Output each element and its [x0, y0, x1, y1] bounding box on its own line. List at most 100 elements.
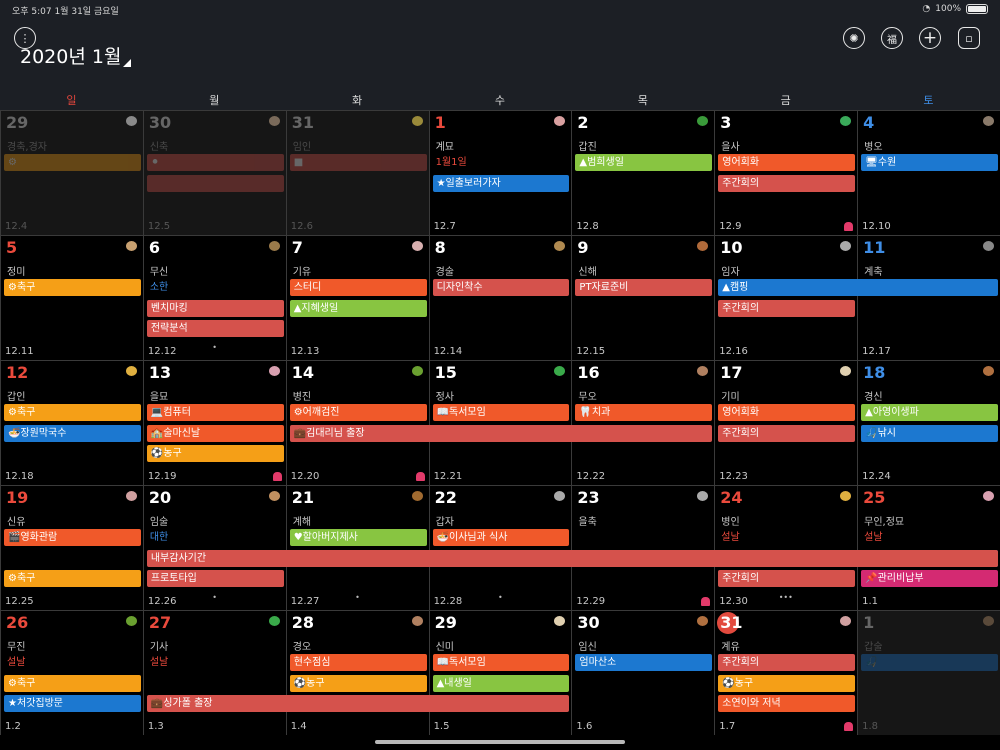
event-bar[interactable]: ♥할아버지제사 [289, 529, 427, 546]
event-bar[interactable]: 내부감사기간 [146, 549, 998, 567]
event-bar[interactable]: ★일출보러가자 [432, 174, 570, 192]
day-cell[interactable]: 24 병인 설날 주간회의 ••• 12.30 [714, 485, 858, 610]
event-bar[interactable]: 💻컴퓨터 [146, 404, 284, 421]
day-cell[interactable]: 30 신축 ⚫ 12.5 [142, 110, 286, 235]
event-bar[interactable]: 주간회의 [718, 424, 856, 442]
add-event-button[interactable]: + [919, 27, 941, 49]
day-cell[interactable]: 31 임인 ■ 12.6 [285, 110, 429, 235]
event-bar[interactable]: 🖥수원 [861, 154, 998, 171]
day-cell[interactable]: 18 경신 ▲아영이생파 🎣낚시 12.24 [857, 360, 1000, 485]
event-bar[interactable]: ▲내생일 [432, 674, 570, 692]
event-bar[interactable]: ⚽농구 [289, 674, 427, 692]
event-bar[interactable]: 벤치마킹 [146, 299, 284, 317]
day-cell[interactable]: 1 계묘 1월1일 ★일출보러가자 12.7 [428, 110, 572, 235]
event-bar[interactable]: 📖독서모임 [432, 654, 570, 671]
event-bar[interactable]: ★처갓집방문 [4, 695, 141, 712]
day-cell[interactable]: 7 기유 스터디 ▲지혜생일 12.13 [285, 235, 429, 360]
day-cell[interactable]: 3 을사 영어회화 주간회의 12.9 [714, 110, 858, 235]
event-bar[interactable]: ▲지혜생일 [289, 299, 427, 317]
event-bar[interactable]: 💼김대리님 출장 [289, 424, 713, 442]
day-cell[interactable]: 4 병오 🖥수원 12.10 [857, 110, 1000, 235]
event-bar[interactable]: ⚽농구 [146, 445, 284, 462]
day-cell[interactable]: 29 경축,경자 ⚙ 12.4 [0, 110, 143, 235]
day-cell[interactable]: 13 을묘 💻컴퓨터 🏫술마신날 ⚽농구 12.19 [142, 360, 286, 485]
day-cell[interactable]: 10 임자 ▲캠핑 주간회의 12.16 [714, 235, 998, 360]
event-bar[interactable]: ▲캠핑 [718, 279, 998, 296]
event-bar[interactable]: 🍜장원막국수 [4, 424, 141, 442]
ganzhi-label: 임인 [292, 142, 312, 153]
day-cell[interactable]: 20 임술 대한 내부감사기간 프로토타입 • 12.26 [142, 485, 998, 610]
day-cell[interactable]: 19 신유 🎬영화관람 ⚙축구 12.25 [0, 485, 143, 610]
event-bar[interactable]: ⚙어깨검진 [289, 404, 427, 421]
event-bar[interactable]: 주간회의 [718, 299, 856, 317]
more-events-dots: ••• [778, 593, 793, 602]
event-bar[interactable]: 📌관리비납부 [861, 570, 998, 587]
lunar-date: 12.9 [719, 221, 742, 232]
holiday-label: 설날 [721, 532, 740, 543]
event-bar[interactable]: ⚙ [4, 154, 141, 171]
day-cell[interactable]: 27 기사 설날 💼싱가폴 출장 1.3 [142, 610, 570, 735]
event-bar[interactable]: 영어회화 [718, 404, 856, 421]
day-cell[interactable]: 21 계해 ♥할아버지제사 • 12.27 [285, 485, 429, 610]
event-bar[interactable]: 전략분석 [146, 320, 284, 337]
event-bar[interactable]: 프로토타입 [146, 570, 284, 587]
day-cell[interactable]: 9 신해 PT자료준비 12.15 [571, 235, 715, 360]
event-bar[interactable]: 🦷치과 [575, 404, 713, 421]
day-cell[interactable]: 23 을축 12.29 [571, 485, 715, 610]
day-cell[interactable]: 17 기미 영어회화 주간회의 12.23 [714, 360, 858, 485]
event-bar[interactable]: 엄마산소 [575, 654, 713, 671]
more-events-dot: • [497, 593, 503, 602]
event-bar[interactable]: ⚙축구 [4, 404, 141, 421]
day-cell[interactable]: 16 무오 🦷치과 12.22 [571, 360, 715, 485]
day-cell[interactable]: 26 무진 설날 ⚙축구 ★처갓집방문 1.2 [0, 610, 143, 735]
day-cell[interactable]: 2 갑진 ▲범희생일 12.8 [571, 110, 715, 235]
day-cell[interactable]: 14 병진 ⚙어깨검진 💼김대리님 출장 12.20 [285, 360, 713, 485]
event-bar[interactable]: ▲아영이생파 [861, 404, 998, 421]
lunar-date: 12.16 [719, 346, 748, 357]
event-bar[interactable]: 🎬영화관람 [4, 529, 141, 546]
event-bar[interactable] [146, 174, 284, 192]
event-bar[interactable]: ⚙축구 [4, 674, 141, 692]
view-toggle-button[interactable]: ▫ [958, 27, 980, 49]
day-number: 2 [577, 113, 589, 132]
event-bar[interactable]: ⚫ [146, 154, 284, 171]
event-bar[interactable]: 주간회의 [718, 174, 856, 192]
event-bar[interactable]: 주간회의 [718, 570, 856, 587]
event-bar[interactable]: 🍜이사님과 식사 [432, 529, 570, 546]
day-cell[interactable]: 29 신미 📖독서모임 ▲내생일 1.5 [428, 610, 572, 735]
day-cell[interactable]: 28 경오 현수점심 ⚽농구 1.4 [285, 610, 429, 735]
day-cell[interactable]: 30 임신 엄마산소 1.6 [571, 610, 715, 735]
event-bar[interactable]: 🏫술마신날 [146, 424, 284, 442]
event-bar[interactable]: 현수점심 [289, 654, 427, 671]
event-bar[interactable]: 📖독서모임 [432, 404, 570, 421]
event-bar[interactable]: ⚽농구 [718, 674, 856, 692]
event-bar[interactable]: ▲범희생일 [575, 154, 713, 171]
event-bar[interactable]: 🎣낚시 [861, 424, 998, 442]
event-bar[interactable]: 🎣 [861, 654, 998, 671]
event-bar[interactable]: 스터디 [289, 279, 427, 296]
event-bar[interactable]: 영어회화 [718, 154, 856, 171]
event-bar[interactable]: 주간회의 [718, 654, 856, 671]
day-cell[interactable]: 31 계유 주간회의 ⚽농구 소연이와 저녁 1.7 [714, 610, 858, 735]
day-cell[interactable]: 11 계축 12.17 [857, 235, 1000, 360]
fortune-button[interactable]: 福 [881, 27, 903, 49]
day-cell[interactable]: 22 갑자 🍜이사님과 식사 • 12.28 [428, 485, 572, 610]
settings-button[interactable]: ✺ [843, 27, 865, 49]
zodiac-animal-icon [840, 116, 852, 126]
event-bar[interactable]: PT자료준비 [575, 279, 713, 296]
event-bar[interactable]: 디자인착수 [432, 279, 570, 296]
event-bar[interactable]: ■ [289, 154, 427, 171]
day-cell[interactable]: 12 갑인 ⚙축구 🍜장원막국수 12.18 [0, 360, 143, 485]
day-cell[interactable]: 6 무신 소한 벤치마킹 전략분석 • 12.12 [142, 235, 286, 360]
day-cell[interactable]: 5 정미 ⚙축구 12.11 [0, 235, 143, 360]
day-cell[interactable]: 1 갑술 🎣 1.8 [857, 610, 1000, 735]
event-bar[interactable]: ⚙축구 [4, 570, 141, 587]
day-cell[interactable]: 15 정사 📖독서모임 12.21 [428, 360, 572, 485]
month-title[interactable]: 2020년 1월 [20, 42, 132, 69]
event-bar[interactable]: ⚙축구 [4, 279, 141, 296]
event-bar[interactable]: 소연이와 저녁 [718, 695, 856, 712]
more-button[interactable]: ⋮ [14, 27, 36, 49]
event-bar[interactable]: 💼싱가폴 출장 [146, 695, 570, 712]
day-cell[interactable]: 8 경술 디자인착수 12.14 [428, 235, 572, 360]
